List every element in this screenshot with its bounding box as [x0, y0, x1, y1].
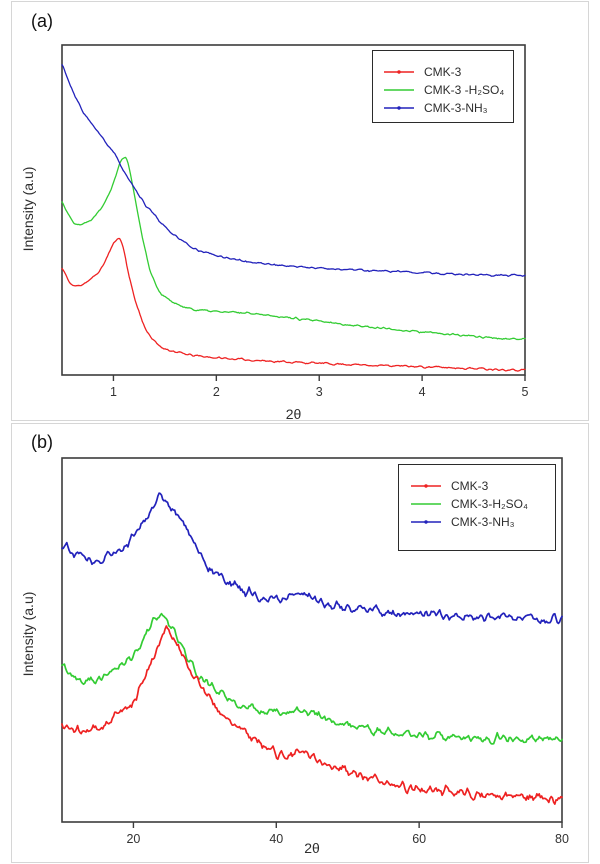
series-line-cmk-3: [61, 237, 526, 372]
legend-label: CMK-3-NH₃: [451, 515, 515, 529]
panel-b-plot: 20 40 60 80: [61, 457, 569, 846]
legend-line-swatch: [384, 106, 414, 110]
panel-b-frame: [11, 423, 589, 863]
plot-border: [61, 457, 563, 823]
legend-item-cmk-3-nh-: CMK-3-NH₃: [382, 101, 513, 115]
legend-label: CMK-3 -H₂SO₄: [424, 83, 505, 97]
legend-marker-dot: [424, 484, 428, 488]
x-tick-label: 80: [555, 832, 569, 846]
panel-a-frame: [11, 1, 589, 421]
legend-line-swatch: [411, 503, 441, 505]
legend-line-swatch: [384, 89, 414, 91]
x-tick-label: 1: [110, 385, 117, 399]
legend-line-swatch: [411, 520, 441, 524]
legend-marker-dot: [397, 70, 401, 74]
legend-label: CMK-3: [424, 65, 462, 79]
legend-item-cmk-3-h-so-: CMK-3 -H₂SO₄: [382, 83, 513, 97]
x-tick-label: 40: [269, 832, 283, 846]
legend-line-swatch: [384, 70, 414, 74]
x-tick-label: 60: [412, 832, 426, 846]
series-line-cmk-3-nh-: [61, 64, 526, 277]
x-tick-label: 2: [213, 385, 220, 399]
series-line-cmk-3: [61, 625, 563, 805]
panel-a-plot: 1 2 3 4 5: [61, 44, 529, 399]
legend-label: CMK-3-NH₃: [424, 101, 488, 115]
panel-b-label: (b): [31, 432, 53, 452]
legend-item-cmk-3: CMK-3: [409, 479, 555, 493]
legend-marker-dot: [424, 520, 428, 524]
x-tick-label: 4: [419, 385, 426, 399]
legend-marker-dot: [397, 106, 401, 110]
panel-a-legend: CMK-3 CMK-3 -H₂SO₄ CMK-3-NH₃: [372, 50, 514, 123]
panel-b-xlabel: 2θ: [304, 840, 320, 856]
legend-item-cmk-3-nh-: CMK-3-NH₃: [409, 515, 555, 529]
x-tick-label: 20: [126, 832, 140, 846]
panel-a-label: (a): [31, 11, 53, 31]
legend-item-cmk-3-h-so-: CMK-3-H₂SO₄: [409, 497, 555, 511]
legend-item-cmk-3: CMK-3: [382, 65, 513, 79]
legend-label: CMK-3-H₂SO₄: [451, 497, 528, 511]
panel-a-xlabel: 2θ: [285, 406, 302, 422]
plot-border: [61, 44, 526, 376]
panel-b-legend: CMK-3 CMK-3-H₂SO₄ CMK-3-NH₃: [398, 464, 556, 551]
series-line-cmk-3-h-so-: [61, 156, 526, 341]
x-tick-label: 3: [316, 385, 323, 399]
x-tick-label: 5: [522, 385, 529, 399]
legend-line-swatch: [411, 484, 441, 488]
series-line-cmk-3-nh-: [61, 492, 563, 625]
series-line-cmk-3-h-so-: [61, 612, 563, 745]
legend-label: CMK-3: [451, 479, 489, 493]
